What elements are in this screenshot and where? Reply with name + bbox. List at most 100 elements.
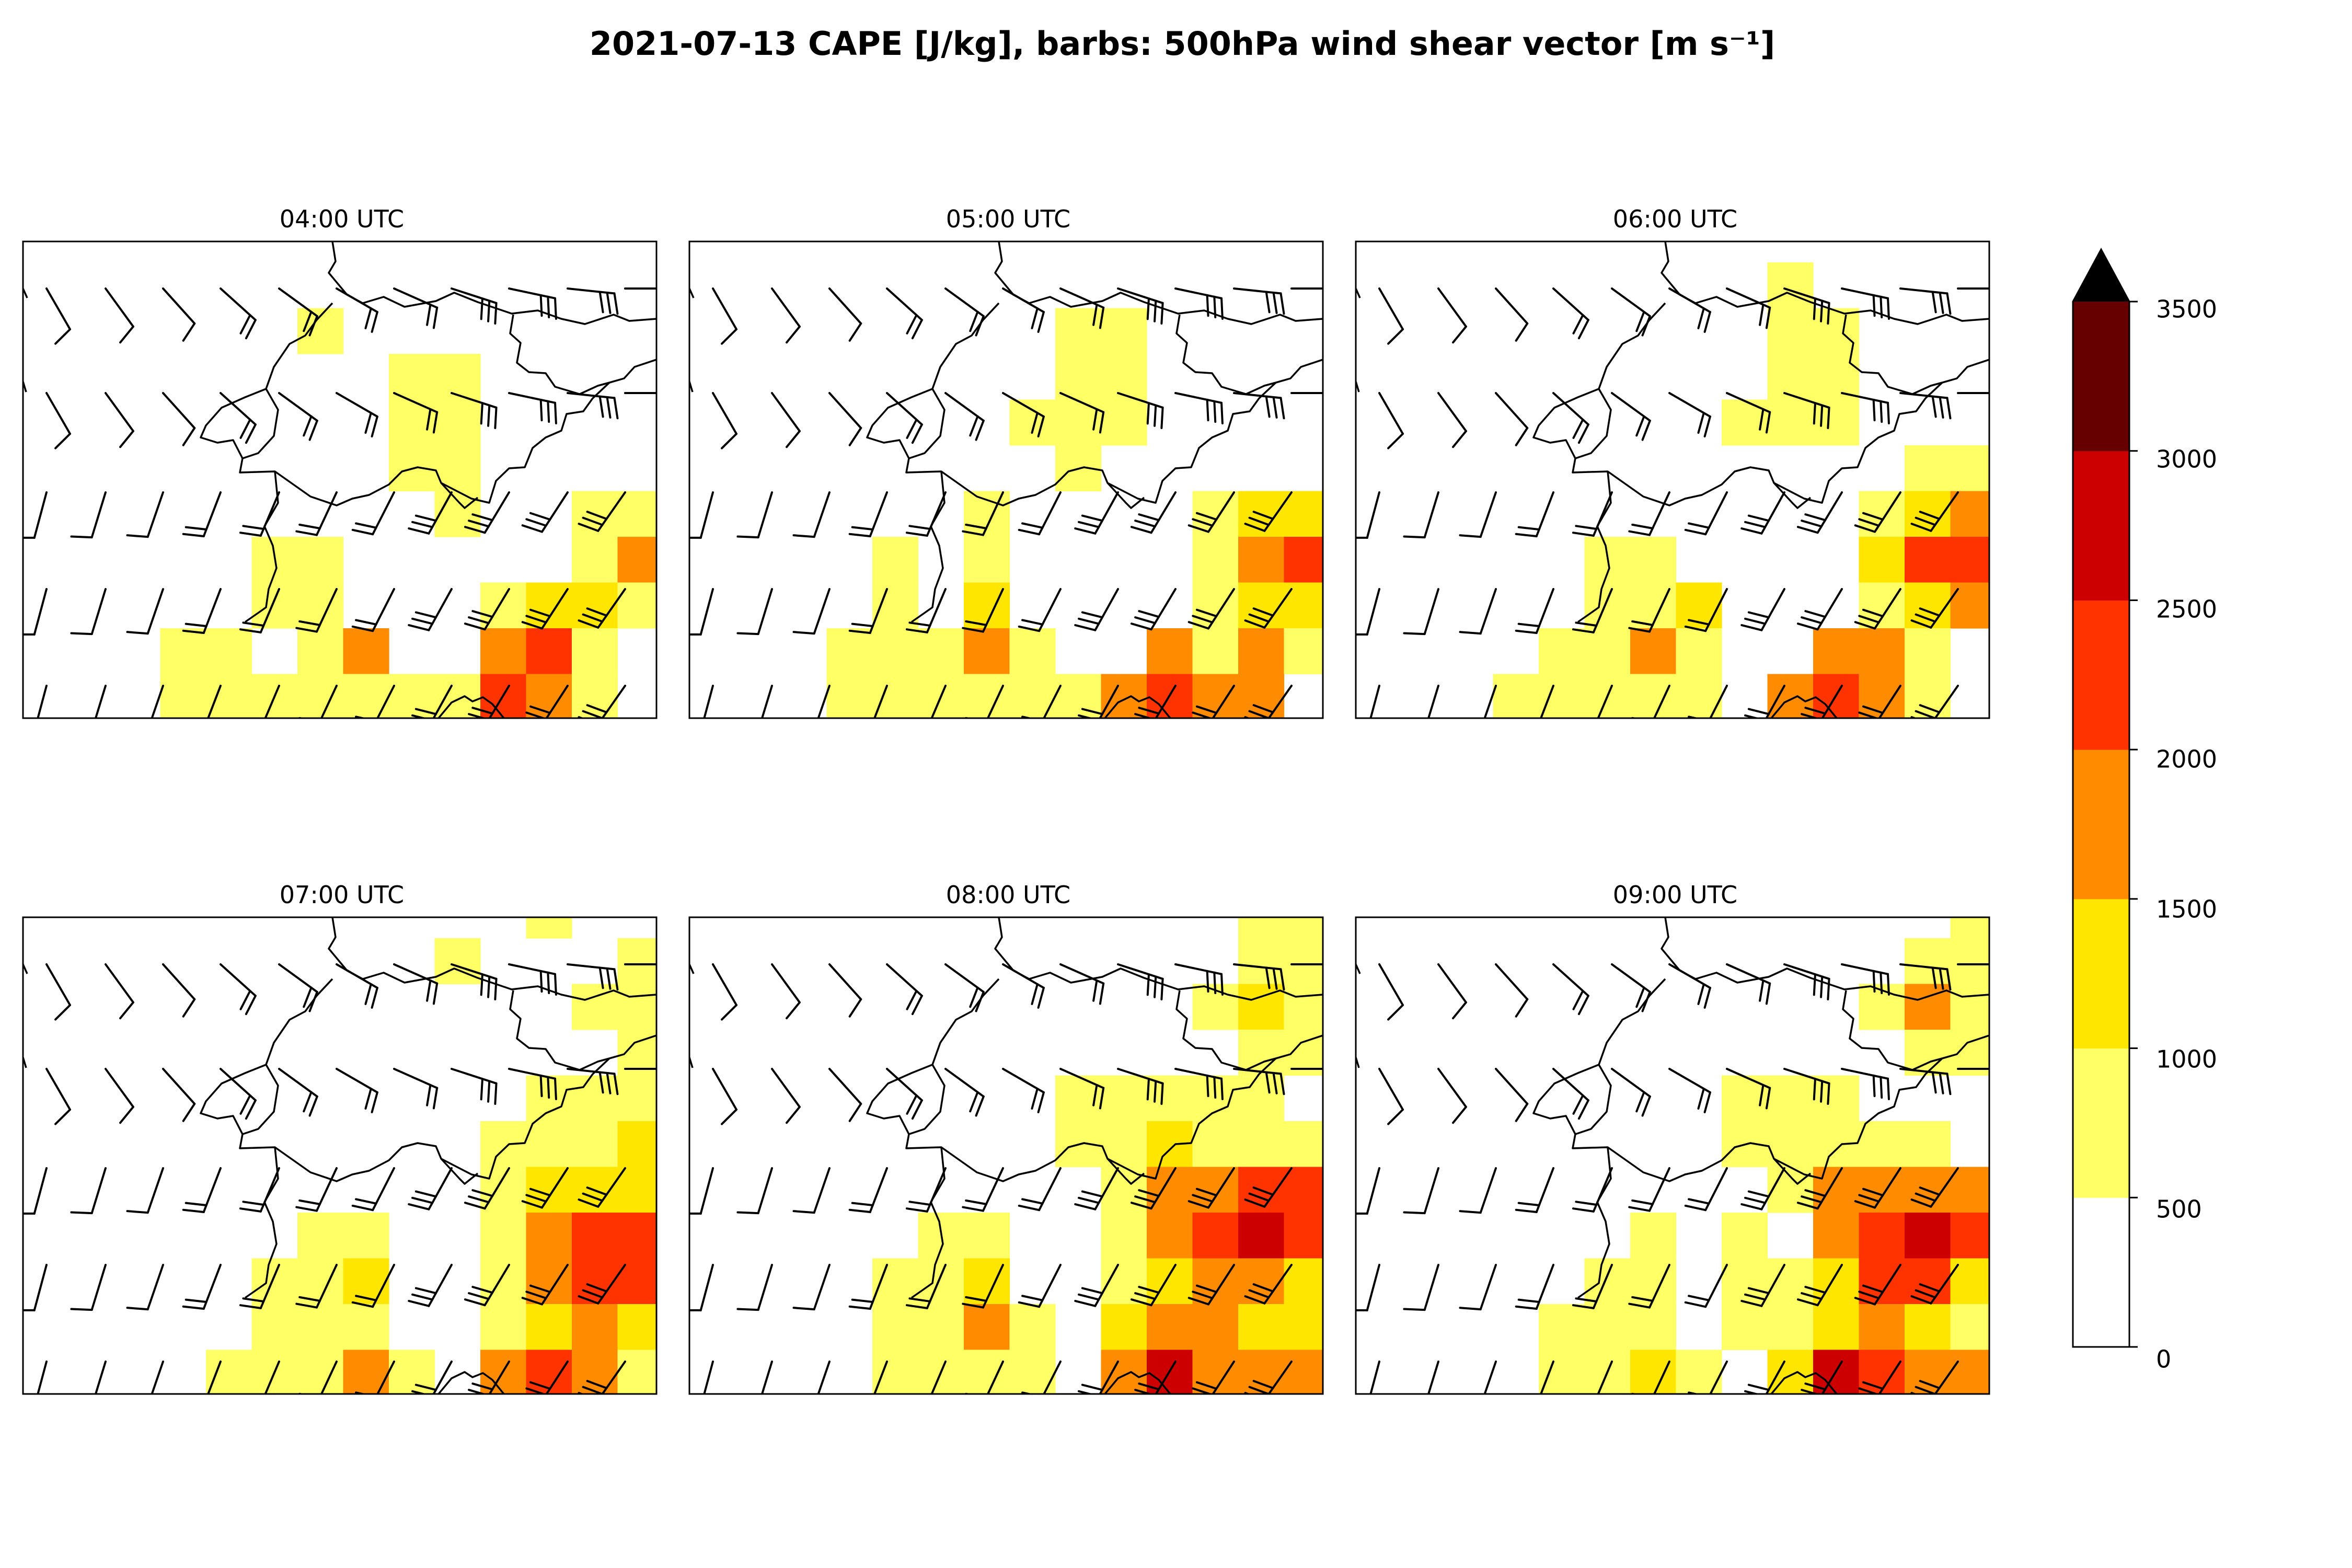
cape-cell [964, 537, 1010, 583]
cape-cell [297, 537, 343, 583]
colorbar-segment [2073, 1197, 2129, 1347]
cape-cell [526, 1121, 572, 1167]
cape-cell [1238, 1304, 1284, 1350]
cape-cell [526, 847, 572, 893]
cape-cell [1905, 445, 1951, 491]
cape-cell [526, 628, 572, 674]
cape-cell [206, 628, 252, 674]
cape-cell [526, 1213, 572, 1259]
cape-cell [1010, 674, 1056, 720]
panel-title: 05:00 UTC [946, 205, 1070, 233]
cape-cell [1630, 1350, 1676, 1396]
figure-title: 2021-07-13 CAPE [J/kg], barbs: 500hPa wi… [590, 25, 1775, 63]
cape-cell [1905, 1213, 1951, 1259]
cape-cell [1859, 1259, 1905, 1305]
colorbar-tick-label: 1500 [2156, 895, 2217, 924]
cape-cell [252, 1259, 298, 1305]
cape-cell [1768, 1304, 1814, 1350]
cape-cell [1905, 583, 1951, 629]
cape-cell [827, 674, 873, 720]
cape-cell [1147, 847, 1193, 893]
panel-title: 04:00 UTC [280, 205, 404, 233]
cape-cell [343, 1304, 389, 1350]
cape-cell [1768, 262, 1814, 308]
cape-cell [297, 1213, 343, 1259]
cape-cell [435, 171, 481, 217]
panel-title: 06:00 UTC [1613, 205, 1737, 233]
cape-cell [1768, 354, 1814, 400]
cape-cell [160, 628, 206, 674]
cape-cell [1493, 674, 1539, 720]
cape-cell [252, 1304, 298, 1350]
colorbar-tick-label: 2500 [2156, 595, 2217, 624]
cape-cell [160, 674, 206, 720]
colorbar-tick-label: 500 [2156, 1195, 2202, 1224]
cape-cell [1193, 1121, 1239, 1167]
cape-cell [435, 674, 481, 720]
cape-cell [1768, 674, 1814, 720]
cape-cell [1147, 1213, 1193, 1259]
cape-cell [435, 354, 481, 400]
cape-cell [1147, 628, 1193, 674]
cape-cell [1539, 1350, 1585, 1396]
cape-cell [297, 1350, 343, 1396]
cape-cell [1813, 400, 1859, 446]
cape-cell [1010, 1350, 1056, 1396]
cape-cell [1539, 1304, 1585, 1350]
cape-cell [572, 1121, 618, 1167]
cape-cell [1813, 1304, 1859, 1350]
cape-cell [1630, 1213, 1676, 1259]
cape-cell [526, 1304, 572, 1350]
colorbar-segment [2073, 451, 2129, 601]
cape-cell [526, 583, 572, 629]
cape-cell [1722, 1213, 1768, 1259]
cape-cell [1676, 1350, 1722, 1396]
panel-title: 09:00 UTC [1613, 881, 1737, 909]
cape-cell [1905, 1121, 1951, 1167]
cape-cell [1630, 628, 1676, 674]
cape-cell [964, 1350, 1010, 1396]
cape-cell [964, 628, 1010, 674]
cape-cell [1813, 1076, 1859, 1122]
cape-cell [1813, 1213, 1859, 1259]
cape-cell [1585, 1304, 1631, 1350]
cape-cell [1238, 628, 1284, 674]
cape-cell [1768, 1350, 1814, 1396]
cape-cell [1813, 354, 1859, 400]
cape-cell [1193, 1213, 1239, 1259]
cape-cell [1238, 938, 1284, 984]
cape-cell [1238, 1259, 1284, 1305]
cape-cell [206, 1350, 252, 1396]
cape-cell [1630, 537, 1676, 583]
cape-cell [1905, 938, 1951, 984]
cape-cell [572, 1213, 618, 1259]
cape-cell [1101, 1350, 1147, 1396]
cape-cell [827, 628, 873, 674]
cape-cell [435, 847, 481, 893]
cape-cell [872, 674, 918, 720]
cape-cell [572, 583, 618, 629]
cape-cell [964, 674, 1010, 720]
cape-cell [1630, 674, 1676, 720]
cape-cell [1539, 674, 1585, 720]
panel-title: 07:00 UTC [280, 881, 404, 909]
cape-cell [1859, 628, 1905, 674]
cape-cell [572, 1076, 618, 1122]
cape-cell [435, 938, 481, 984]
cape-cell [1585, 628, 1631, 674]
colorbar-tick-label: 3500 [2156, 295, 2217, 324]
cape-cell [1905, 537, 1951, 583]
cape-cell [1010, 1304, 1056, 1350]
cape-cell [526, 1259, 572, 1305]
cape-cell [918, 1304, 964, 1350]
cape-cell [1905, 628, 1951, 674]
panel-04-utc: 04:00 UTC [14, 171, 677, 731]
cape-cell [1238, 583, 1284, 629]
cape-cell [1859, 1213, 1905, 1259]
cape-cell [480, 1304, 526, 1350]
colorbar-segment [2073, 302, 2129, 451]
cape-cell [1101, 400, 1147, 446]
cape-cell [343, 628, 389, 674]
colorbar-tick-label: 1000 [2156, 1045, 2217, 1074]
